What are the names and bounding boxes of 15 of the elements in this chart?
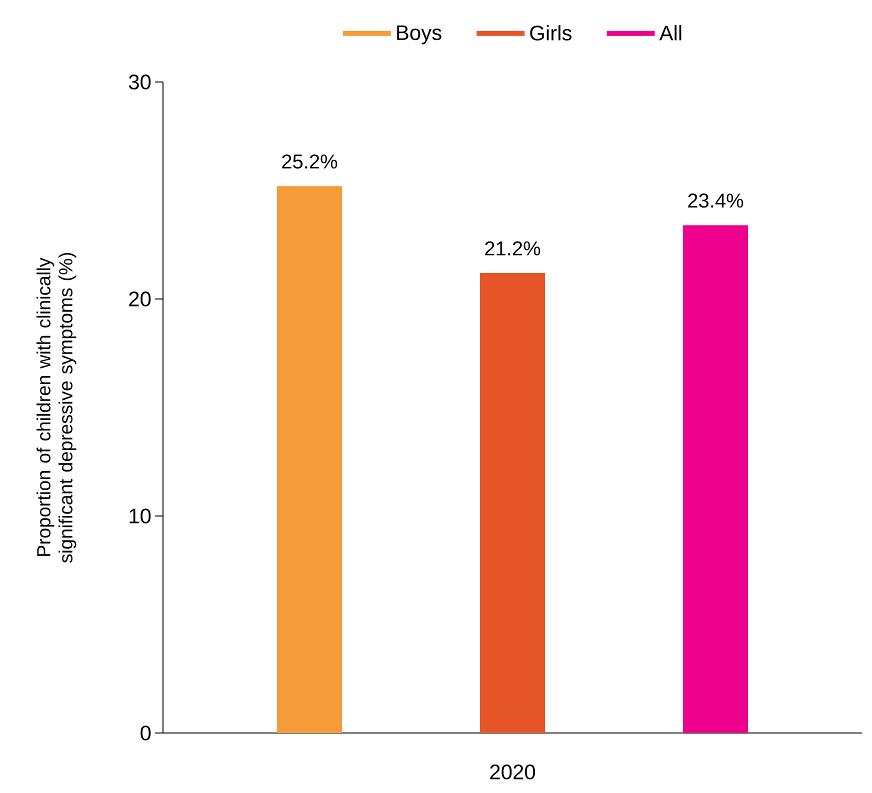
data-label: 25.2% bbox=[282, 154, 338, 169]
y-tick-label: 30 bbox=[128, 74, 151, 90]
data-label: 23.4% bbox=[688, 194, 744, 208]
legend-label: Boys bbox=[397, 25, 442, 44]
y-tick-label: 0 bbox=[140, 726, 151, 740]
data-label: 21.2% bbox=[485, 241, 540, 256]
bar bbox=[683, 225, 748, 733]
bar bbox=[277, 186, 342, 733]
legend-label: All bbox=[659, 25, 682, 40]
y-axis-title: Proportion of children with clinically significant depressive symptoms (%) bbox=[36, 253, 76, 563]
y-tick-label: 20 bbox=[129, 292, 151, 306]
x-tick-label: 2020 bbox=[490, 764, 536, 780]
y-tick-label: 10 bbox=[130, 508, 151, 524]
bar bbox=[480, 272, 546, 733]
legend-label: Girls bbox=[530, 25, 572, 40]
